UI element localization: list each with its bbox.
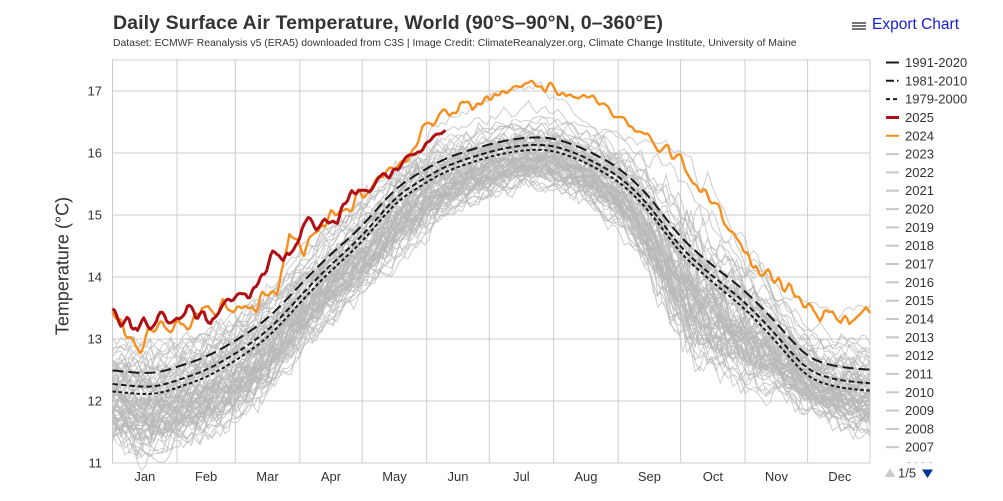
svg-text:May: May (382, 469, 407, 484)
svg-text:Jan: Jan (134, 469, 155, 484)
svg-text:2009: 2009 (905, 403, 934, 418)
svg-text:Dec: Dec (828, 469, 852, 484)
svg-text:Nov: Nov (765, 469, 789, 484)
svg-text:1979-2000: 1979-2000 (905, 92, 967, 107)
svg-text:2008: 2008 (905, 421, 934, 436)
svg-text:2023: 2023 (905, 147, 934, 162)
svg-text:2024: 2024 (905, 128, 934, 143)
svg-text:2025: 2025 (905, 110, 934, 125)
svg-text:2011: 2011 (905, 366, 933, 381)
svg-text:2018: 2018 (905, 238, 934, 253)
svg-text:13: 13 (88, 332, 102, 347)
svg-text:2013: 2013 (905, 330, 934, 345)
svg-text:1/5: 1/5 (898, 466, 916, 481)
svg-text:2006: 2006 (905, 459, 934, 474)
svg-text:2016: 2016 (905, 275, 934, 290)
svg-text:Temperature (°C): Temperature (°C) (53, 197, 73, 335)
svg-text:12: 12 (88, 394, 102, 409)
svg-text:Aug: Aug (574, 469, 597, 484)
svg-text:Feb: Feb (195, 469, 217, 484)
svg-text:11: 11 (89, 456, 103, 471)
svg-text:2020: 2020 (905, 202, 934, 217)
svg-text:Oct: Oct (703, 469, 724, 484)
svg-text:2012: 2012 (905, 348, 934, 363)
svg-text:15: 15 (88, 208, 102, 223)
svg-text:Mar: Mar (256, 469, 279, 484)
svg-text:Jul: Jul (513, 469, 530, 484)
svg-text:2007: 2007 (905, 440, 934, 455)
svg-text:2019: 2019 (905, 220, 934, 235)
svg-text:16: 16 (88, 146, 102, 161)
svg-text:14: 14 (88, 270, 102, 285)
svg-text:17: 17 (88, 84, 102, 99)
svg-text:1981-2010: 1981-2010 (905, 73, 967, 88)
svg-text:Sep: Sep (638, 469, 661, 484)
svg-text:Apr: Apr (321, 469, 342, 484)
svg-text:2021: 2021 (905, 183, 934, 198)
svg-text:2014: 2014 (905, 312, 934, 327)
svg-text:1991-2020: 1991-2020 (905, 55, 967, 70)
svg-text:2010: 2010 (905, 385, 934, 400)
svg-text:Jun: Jun (448, 469, 469, 484)
svg-text:2017: 2017 (905, 257, 934, 272)
svg-text:2022: 2022 (905, 165, 934, 180)
svg-text:2015: 2015 (905, 293, 934, 308)
